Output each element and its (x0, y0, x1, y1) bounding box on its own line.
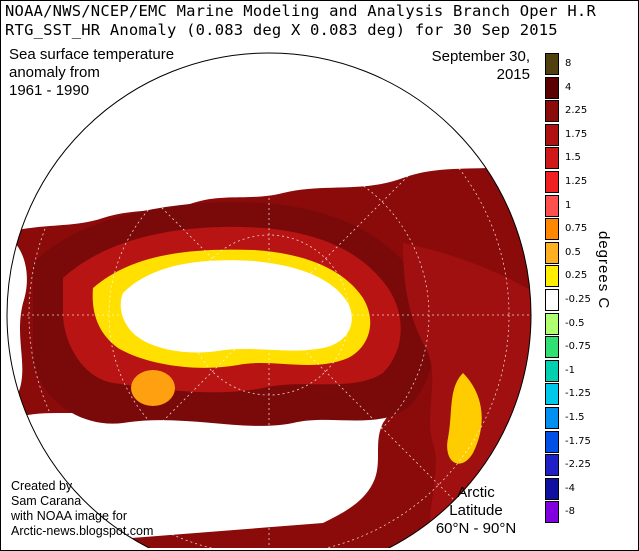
colorbar-units: degrees C (595, 231, 612, 310)
colorbar-swatch (545, 100, 559, 123)
colorbar-label: -1 (565, 364, 575, 376)
colorbar-swatch (545, 454, 559, 477)
colorbar-swatch (545, 359, 559, 382)
ocean-atlantic-yellow (447, 373, 482, 464)
colorbar-swatch (545, 123, 559, 146)
colorbar-swatch (545, 171, 559, 193)
header-line-1: NOAA/NWS/NCEP/EMC Marine Modeling and An… (5, 2, 596, 20)
colorbar-swatch (545, 501, 559, 524)
colorbar-label: 1.75 (565, 128, 588, 140)
colorbar-swatch (545, 430, 559, 453)
colorbar-swatch (545, 241, 559, 264)
colorbar-swatch (545, 147, 559, 170)
region-label: Arctic Latitude 60°N - 90°N (435, 484, 517, 537)
date-label: September 30, 2015 (431, 48, 530, 83)
colorbar-label: 0.5 (565, 246, 581, 258)
colorbar-swatch (545, 407, 559, 429)
colorbar-label: 1 (565, 199, 572, 211)
colorbar-swatch (545, 312, 559, 335)
colorbar-label: 0.75 (565, 223, 588, 235)
colorbar-label: 8 (565, 58, 572, 69)
colorbar-label: -2.25 (565, 459, 591, 471)
colorbar-label: 2.25 (565, 105, 588, 117)
colorbar-swatch (545, 477, 559, 500)
colorbar-label: 1.25 (565, 176, 588, 187)
description-text: Sea surface temperature anomaly from 196… (9, 46, 175, 99)
colorbar-label: -8 (565, 506, 575, 518)
colorbar-swatch (545, 383, 559, 406)
colorbar-label: -0.75 (565, 341, 591, 353)
colorbar-label: -0.5 (565, 317, 585, 329)
colorbar-swatch (545, 53, 559, 75)
colorbar-swatch (545, 289, 559, 311)
colorbar-swatch (545, 194, 559, 217)
sea-ice (120, 260, 352, 353)
colorbar-label: -0.25 (565, 294, 591, 305)
credit-text: Created by Sam Carana with NOAA image fo… (11, 479, 154, 538)
colorbar-label: -1.25 (565, 388, 591, 400)
colorbar-label: -1.5 (565, 412, 585, 423)
colorbar-swatch (545, 76, 559, 99)
colorbar-label: 4 (565, 81, 572, 93)
colorbar-swatch (545, 265, 559, 288)
colorbar-label: 0.25 (565, 270, 588, 282)
colorbar-label: -4 (565, 482, 575, 494)
colorbar-label: 1.5 (565, 152, 581, 164)
orange-patch (131, 370, 175, 406)
polar-sst-map (3, 43, 535, 548)
colorbar-swatch (545, 218, 559, 241)
colorbar-swatch (545, 336, 559, 359)
header-line-2: RTG_SST_HR Anomaly (0.083 deg X 0.083 de… (5, 21, 558, 39)
colorbar-label: -1.75 (565, 435, 591, 447)
